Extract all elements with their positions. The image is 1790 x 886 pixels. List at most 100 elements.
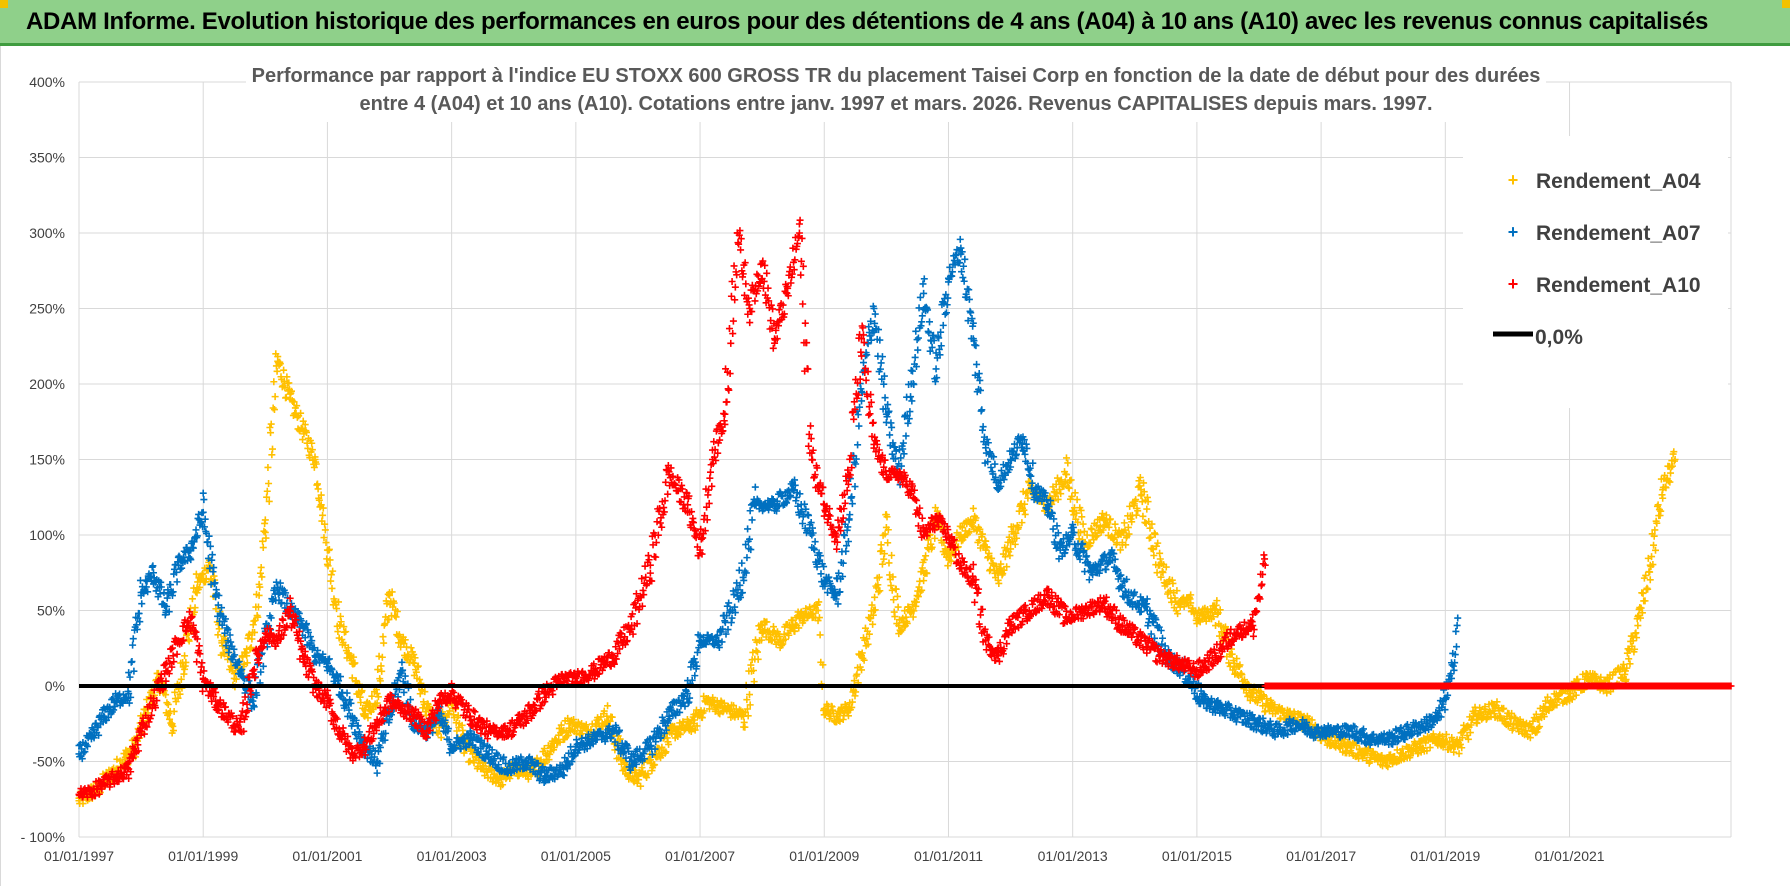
data-point-Rendement_A07 [979, 423, 987, 431]
data-point-Rendement_A04 [308, 439, 316, 447]
data-point-Rendement_A07 [746, 507, 754, 515]
data-point-Rendement_A04 [269, 404, 277, 412]
data-point-Rendement_A04 [392, 613, 400, 621]
data-point-Rendement_A04 [1143, 505, 1151, 513]
data-point-Rendement_A04 [320, 534, 328, 542]
data-point-Rendement_A04 [270, 378, 278, 386]
data-point-Rendement_A04 [604, 702, 612, 710]
data-point-Rendement_A04 [379, 633, 387, 641]
data-point-Rendement_A04 [329, 567, 337, 575]
data-point-Rendement_A04 [337, 618, 345, 626]
data-point-Rendement_A04 [267, 429, 275, 437]
data-point-Rendement_A07 [130, 667, 138, 675]
data-point-Rendement_A07 [811, 538, 819, 546]
data-point-Rendement_A04 [281, 384, 289, 392]
data-point-Rendement_A10 [161, 660, 169, 668]
data-point-Rendement_A07 [848, 493, 856, 501]
data-point-Rendement_A04 [357, 699, 365, 707]
data-point-Rendement_A07 [973, 360, 981, 368]
data-point-Rendement_A07 [913, 336, 921, 344]
data-point-Rendement_A04 [401, 636, 409, 644]
data-point-Rendement_A07 [738, 559, 746, 567]
data-point-Rendement_A07 [1159, 634, 1167, 642]
data-point-Rendement_A04 [470, 759, 478, 767]
data-point-Rendement_A04 [290, 398, 298, 406]
data-point-Rendement_A04 [368, 692, 376, 700]
data-point-Rendement_A04 [893, 592, 901, 600]
banner-accent-left [0, 0, 8, 8]
data-point-Rendement_A07 [967, 309, 975, 317]
data-point-Rendement_A04 [192, 570, 200, 578]
data-point-Rendement_A04 [254, 613, 262, 621]
data-point-Rendement_A07 [126, 673, 134, 681]
data-point-Rendement_A04 [358, 687, 366, 695]
data-point-Rendement_A04 [199, 569, 207, 577]
data-point-Rendement_A04 [263, 493, 271, 501]
data-point-Rendement_A07 [914, 346, 922, 354]
data-point-Rendement_A07 [128, 658, 136, 666]
data-point-Rendement_A04 [317, 491, 325, 499]
data-point-Rendement_A07 [854, 441, 862, 449]
data-point-Rendement_A07 [902, 432, 910, 440]
data-point-Rendement_A07 [886, 431, 894, 439]
data-point-Rendement_A07 [138, 600, 146, 608]
data-point-Rendement_A04 [754, 648, 761, 656]
data-point-Rendement_A04 [922, 552, 930, 560]
data-point-Rendement_A04 [1078, 513, 1086, 521]
anchor-point-Rendement_A07 [920, 289, 928, 297]
data-point-Rendement_A07 [1161, 642, 1169, 650]
data-point-Rendement_A04 [283, 373, 291, 381]
data-point-Rendement_A04 [270, 406, 278, 414]
data-point-Rendement_A07 [817, 570, 825, 578]
data-point-Rendement_A04 [1139, 512, 1147, 520]
data-point-Rendement_A04 [257, 563, 265, 571]
data-point-Rendement_A04 [816, 631, 824, 639]
data-point-Rendement_A04 [162, 691, 170, 699]
anchor-point-Rendement_A04 [181, 652, 189, 660]
data-point-Rendement_A07 [855, 422, 863, 430]
data-point-Rendement_A04 [1639, 589, 1647, 597]
anchor-point-Rendement_A07 [932, 365, 940, 373]
data-point-Rendement_A04 [166, 715, 174, 723]
data-point-Rendement_A04 [374, 693, 382, 701]
data-point-Rendement_A04 [890, 596, 898, 604]
data-point-Rendement_A04 [259, 537, 267, 545]
data-point-Rendement_A04 [177, 675, 185, 683]
data-point-Rendement_A04 [212, 605, 220, 613]
top-banner: ADAM Informe. Evolution historique des p… [0, 0, 1790, 46]
data-point-Rendement_A04 [421, 688, 429, 696]
data-point-Rendement_A04 [412, 668, 420, 676]
data-point-Rendement_A07 [975, 370, 983, 378]
data-point-Rendement_A10 [199, 687, 207, 695]
data-point-Rendement_A07 [1085, 576, 1093, 584]
data-point-Rendement_A07 [918, 312, 926, 320]
data-point-Rendement_A07 [200, 496, 208, 504]
data-point-Rendement_A04 [240, 660, 248, 668]
data-point-Rendement_A04 [169, 727, 177, 735]
data-point-Rendement_A04 [885, 559, 893, 567]
data-point-Rendement_A07 [129, 641, 137, 649]
anchor-point-Rendement_A04 [261, 516, 269, 524]
data-point-Rendement_A07 [926, 318, 934, 326]
data-point-Rendement_A07 [909, 367, 917, 375]
data-point-Rendement_A04 [263, 487, 271, 495]
data-point-Rendement_A04 [324, 562, 332, 570]
data-point-Rendement_A04 [164, 700, 172, 708]
data-point-Rendement_A04 [1641, 597, 1649, 605]
data-point-Rendement_A07 [373, 769, 381, 777]
data-point-Rendement_A04 [334, 628, 342, 636]
data-point-Rendement_A04 [326, 556, 334, 564]
data-point-Rendement_A07 [135, 610, 143, 617]
data-point-Rendement_A07 [900, 450, 908, 458]
data-point-Rendement_A07 [959, 274, 967, 282]
data-point-Rendement_A04 [333, 605, 341, 613]
data-point-Rendement_A07 [343, 689, 351, 697]
data-point-Rendement_A07 [987, 464, 995, 472]
data-point-Rendement_A04 [752, 647, 760, 655]
data-point-Rendement_A04 [894, 603, 902, 611]
data-point-Rendement_A04 [378, 653, 386, 661]
data-point-Rendement_A04 [1626, 660, 1634, 668]
data-point-Rendement_A07 [744, 525, 752, 533]
data-point-Rendement_A07 [199, 489, 207, 497]
data-point-Rendement_A04 [191, 604, 199, 612]
